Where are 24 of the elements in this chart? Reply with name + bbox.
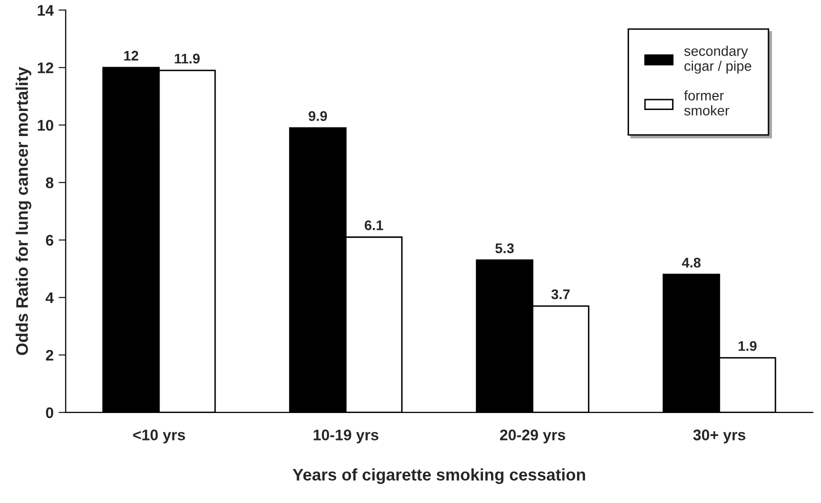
- y-tick-label: 2: [46, 350, 54, 361]
- y-tick-label: 6: [46, 234, 54, 246]
- data-label: 6.1: [364, 220, 384, 230]
- y-tick-label: 8: [46, 177, 54, 188]
- data-label: 11.9: [174, 54, 200, 64]
- x-axis-title: Years of cigarette smoking cessation: [292, 468, 586, 484]
- y-tick-label: 4: [46, 292, 54, 304]
- y-tick-label: 12: [38, 62, 54, 74]
- legend-label: secondary cigar / pipe: [684, 46, 752, 74]
- data-label: 5.3: [495, 243, 514, 254]
- data-label: 3.7: [551, 289, 570, 300]
- data-label: 9.9: [308, 111, 327, 121]
- y-axis-title: Odds Ratio for lung cancer mortality: [16, 66, 32, 356]
- y-tick-label: 14: [38, 5, 54, 16]
- y-tick-label: 10: [38, 120, 54, 131]
- data-label: 12: [124, 50, 138, 60]
- legend-label: former smoker: [684, 90, 730, 116]
- x-tick-label: 10-19 yrs: [314, 430, 378, 444]
- x-tick-label: 30+ yrs: [693, 430, 746, 444]
- x-tick-label: <10 yrs: [133, 430, 185, 444]
- x-tick-label: 20-29 yrs: [500, 430, 566, 444]
- y-tick-label: 0: [46, 407, 54, 418]
- data-label: 1.9: [738, 341, 757, 351]
- data-label: 4.8: [682, 258, 701, 268]
